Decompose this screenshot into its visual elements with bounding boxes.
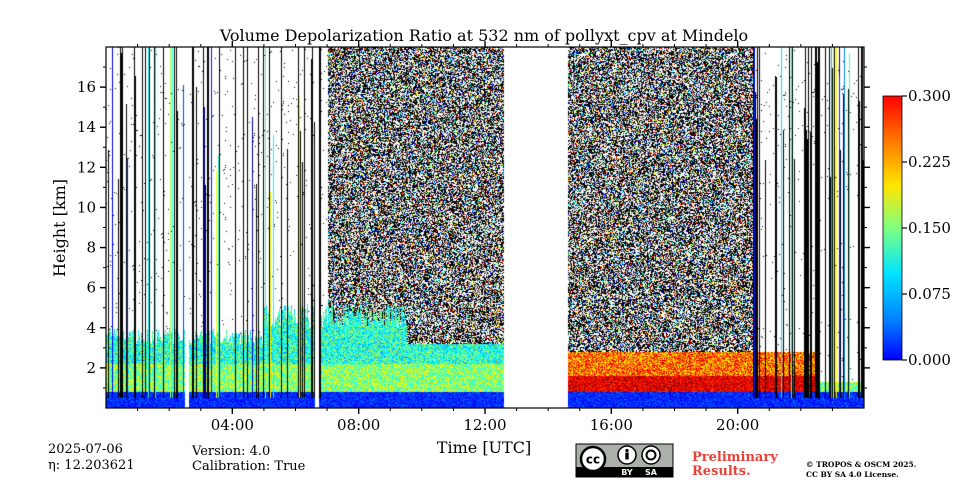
y-tick-label: 14: [77, 118, 96, 136]
y-tick-label: 10: [77, 198, 96, 216]
y-tick-label: 12: [77, 158, 96, 176]
copyright-line2: CC BY SA 4.0 License.: [806, 470, 899, 479]
y-tick-label: 6: [86, 279, 96, 297]
colorbar-tick-label: 0.225: [908, 153, 951, 171]
eta-label: η: 12.203621: [48, 458, 135, 473]
cc-text: cc: [586, 453, 600, 467]
colorbar-tick-label: 0.300: [908, 87, 951, 105]
y-axis-label: Height [km]: [50, 179, 69, 277]
sa-label: SA: [645, 468, 658, 477]
colorbar-gradient: [882, 95, 903, 361]
version-label: Version: 4.0: [192, 444, 271, 459]
colorbar: 0.000 0.075 0.150 0.225 0.300: [882, 87, 951, 369]
preliminary-line2: Results.: [692, 464, 751, 479]
colorbar-tick-label: 0.000: [908, 351, 951, 369]
colorbar-tick-label: 0.150: [908, 219, 951, 237]
calibration-label: Calibration: True: [192, 459, 306, 474]
y-tick-label: 2: [86, 359, 96, 377]
chart-title: Volume Depolarization Ratio at 532 nm of…: [219, 26, 748, 45]
x-axis-label: Time [UTC]: [437, 438, 531, 457]
plot-area: [106, 47, 864, 408]
y-tick-label: 8: [86, 239, 96, 257]
x-tick-label: 08:00: [337, 416, 380, 434]
x-tick-label: 04:00: [211, 416, 254, 434]
y-tick-label: 4: [86, 319, 96, 337]
cc-license-badge: cc BY SA: [575, 443, 674, 478]
x-tick-label: 12:00: [463, 416, 506, 434]
copyright-line1: © TROPOS & OSCM 2025.: [806, 460, 917, 469]
by-label: BY: [621, 468, 633, 477]
sa-icon: [641, 445, 661, 465]
x-tick-label: 20:00: [716, 416, 759, 434]
x-tick-label: 16:00: [590, 416, 633, 434]
y-tick-label: 16: [77, 78, 96, 96]
date-label: 2025-07-06: [48, 442, 123, 457]
heatmap-image: [106, 47, 864, 408]
preliminary-line1: Preliminary: [692, 450, 778, 465]
axes: 04:00 08:00 12:00 16:00 20:00 2 4 6 8 10 12 14 16: [77, 41, 870, 434]
colorbar-tick-label: 0.075: [908, 285, 951, 303]
cc-icon: [579, 445, 607, 473]
